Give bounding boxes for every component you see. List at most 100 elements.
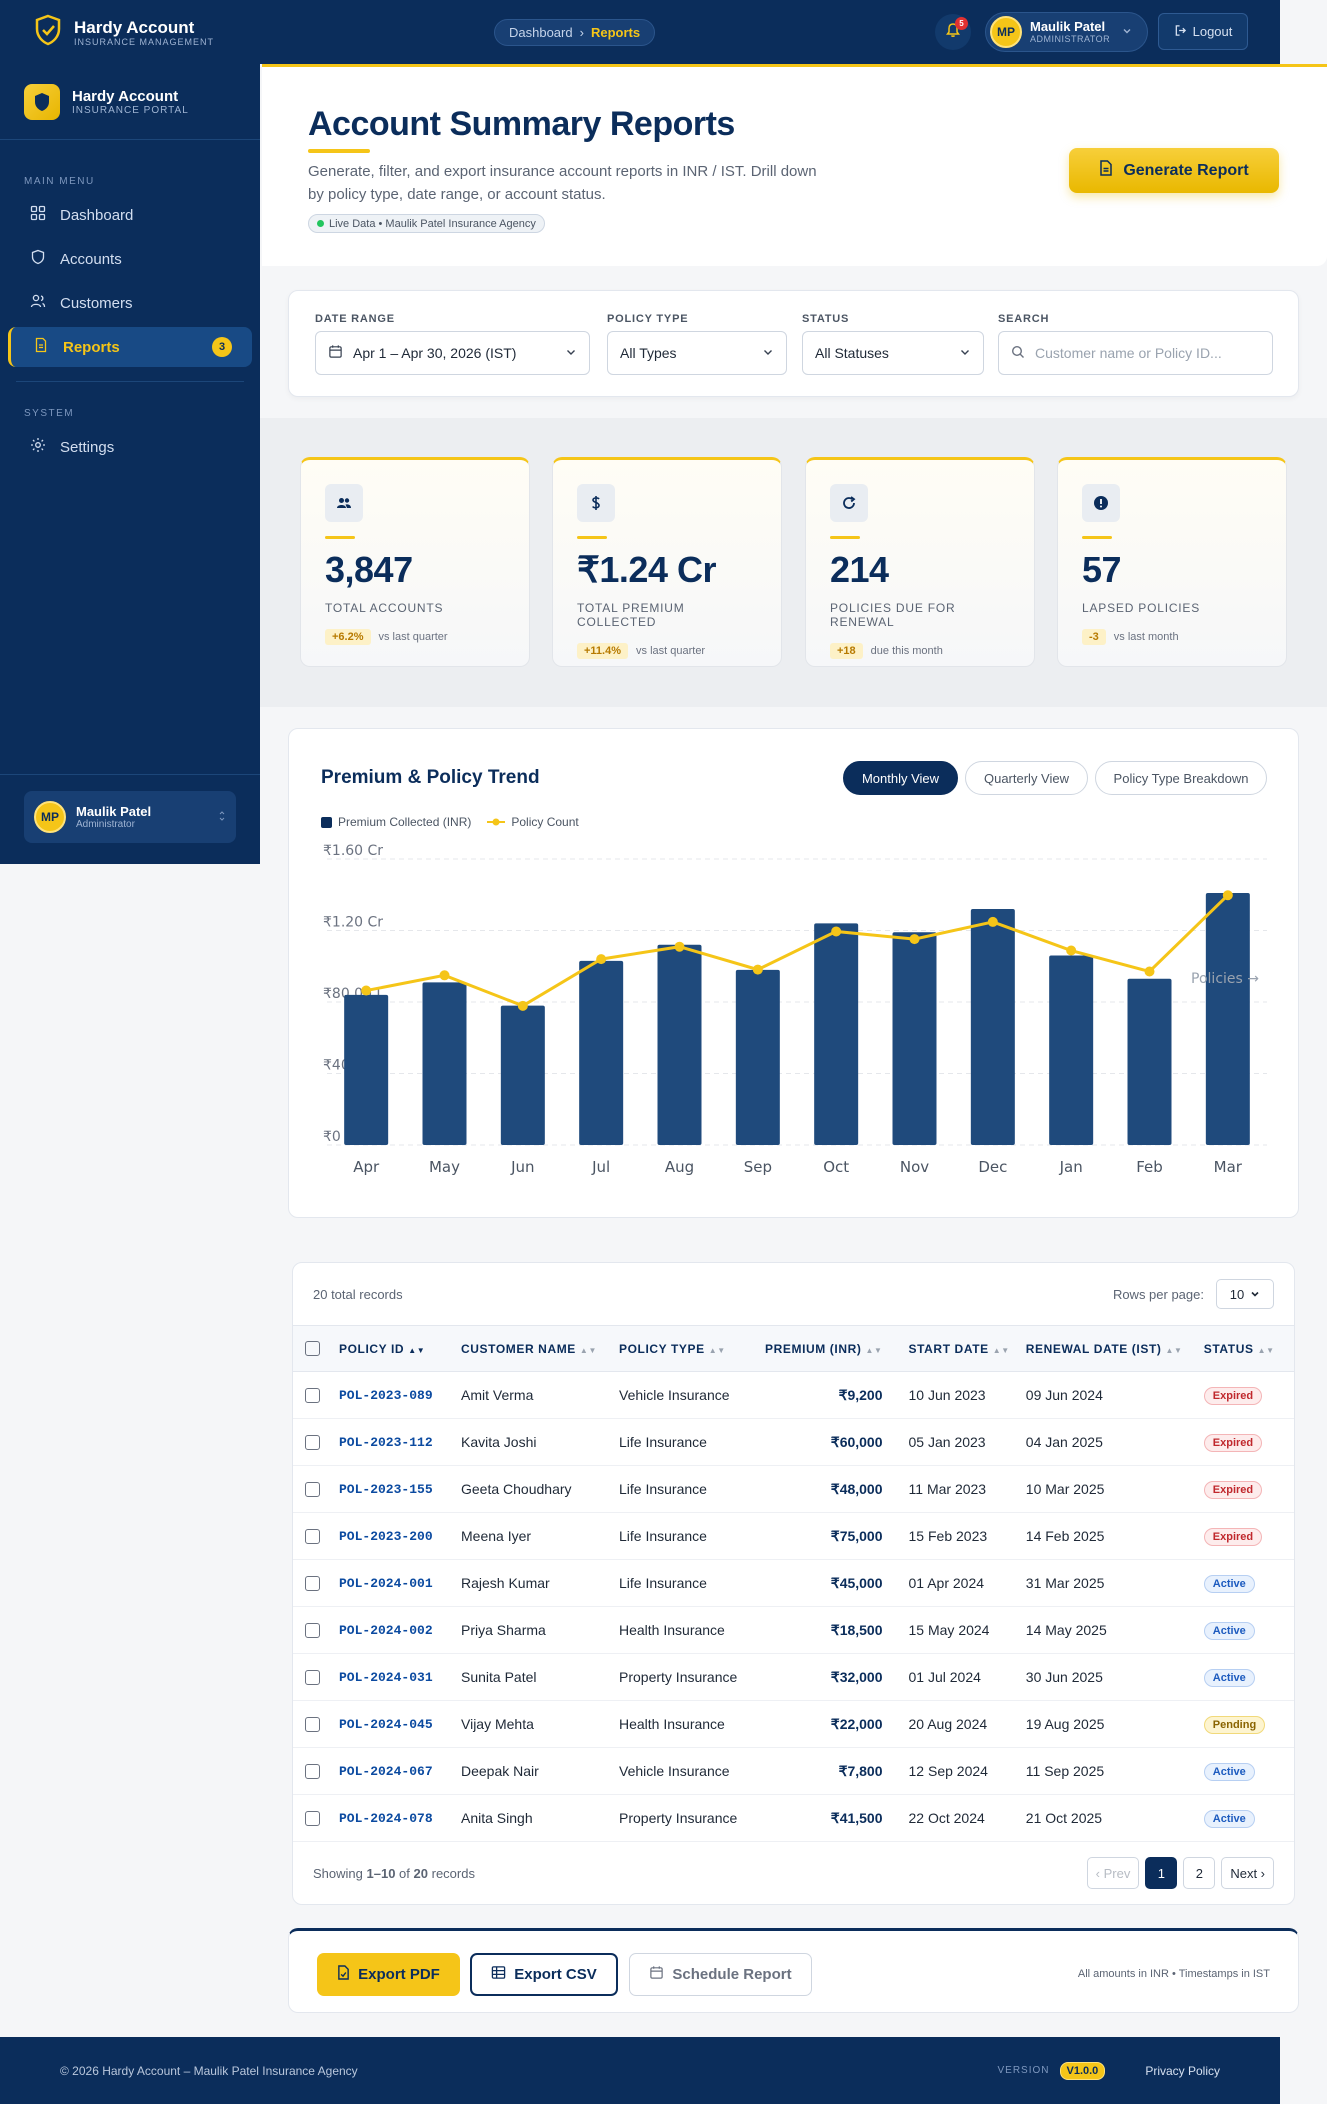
status-value: All Statuses [815,345,889,361]
policy-id-cell[interactable]: POL-2023-112 [331,1418,453,1466]
row-checkbox[interactable] [305,1811,320,1827]
export-pdf-button[interactable]: Export PDF [317,1953,460,1996]
header-renewal-date[interactable]: RENEWAL DATE (IST) ▲▼ [1018,1326,1196,1372]
sidebar-item-settings[interactable]: Settings [8,427,252,467]
date-range-label: DATE RANGE [315,313,395,325]
sidebar-item-customers[interactable]: Customers [8,283,252,323]
header-status[interactable]: STATUS ▲▼ [1196,1326,1294,1372]
policy-id-cell[interactable]: POL-2024-067 [331,1747,453,1795]
policy-id-cell[interactable]: POL-2024-031 [331,1653,453,1701]
row-checkbox[interactable] [305,1482,320,1498]
header-policy-id[interactable]: POLICY ID ▲▼ [331,1326,453,1372]
customer-name-cell: Amit Verma [453,1371,611,1419]
header-label: CUSTOMER NAME [461,1341,576,1356]
header-premium[interactable]: PREMIUM (INR) ▲▼ [757,1326,891,1372]
table-row[interactable]: POL-2023-155 Geeta Choudhary Life Insuranc… [293,1465,1294,1513]
quarterly-view-button[interactable]: Quarterly View [965,761,1088,795]
row-checkbox[interactable] [305,1764,320,1780]
row-checkbox[interactable] [305,1576,320,1592]
shield-check-icon [34,14,62,51]
export-csv-button[interactable]: Export CSV [470,1953,618,1996]
next-page-button[interactable]: Next › [1221,1857,1274,1889]
notifications-button[interactable]: 5 [935,14,971,50]
table-row[interactable]: POL-2024-001 Rajesh Kumar Life Insurance ₹4… [293,1559,1294,1607]
policy-id-cell[interactable]: POL-2024-002 [331,1606,453,1654]
header-start-date[interactable]: START DATE ▲▼ [891,1326,1018,1372]
x-tick-label: Jul [591,1158,610,1176]
start-date-cell: 20 Aug 2024 [890,1700,1018,1748]
generate-report-button[interactable]: Generate Report [1069,148,1279,193]
policy-id-cell[interactable]: POL-2023-200 [331,1512,453,1560]
policy-type-breakdown-button[interactable]: Policy Type Breakdown [1095,761,1267,795]
renewal-date-cell: 21 Oct 2025 [1017,1794,1196,1842]
document-icon [1099,160,1113,181]
status-cell: Expired [1195,1371,1294,1419]
rows-per-page-select[interactable]: 10 [1216,1279,1274,1309]
policy-count-line [365,894,1229,1008]
search-input[interactable]: Customer name or Policy ID... [998,331,1273,375]
privacy-policy-link[interactable]: Privacy Policy [1145,2063,1220,2078]
table-row[interactable]: POL-2023-112 Kavita Joshi Life Insurance ₹6… [293,1418,1294,1466]
title-underline [308,149,370,153]
legend-premium[interactable]: Premium Collected (INR) [321,815,471,829]
policy-id-cell[interactable]: POL-2024-045 [331,1700,453,1748]
sidebar-user-card[interactable]: MP Maulik Patel Administrator [24,791,236,843]
policy-type-cell: Property Insurance [611,1794,757,1842]
table-row[interactable]: POL-2024-002 Priya Sharma Health Insurance… [293,1606,1294,1654]
header-label: START DATE [908,1341,989,1356]
brand[interactable]: Hardy Account INSURANCE MANAGEMENT [34,14,214,51]
chevron-down-icon [959,345,971,361]
select-all-checkbox[interactable] [305,1341,320,1357]
legend-policy-count[interactable]: Policy Count [487,815,579,829]
stat-label: TOTAL ACCOUNTS [325,601,444,615]
start-date-cell: 11 Mar 2023 [890,1465,1018,1513]
sidebar-user-name: Maulik Patel [76,804,152,819]
prev-page-button[interactable]: ‹ Prev [1086,1857,1140,1889]
monthly-view-button[interactable]: Monthly View [843,761,958,795]
schedule-report-button[interactable]: Schedule Report [629,1953,812,1996]
status-select[interactable]: All Statuses [802,331,984,375]
status-cell: Active [1195,1653,1294,1701]
sidebar-item-accounts[interactable]: Accounts [8,239,252,279]
sidebar-item-reports[interactable]: Reports 3 [8,327,252,367]
logout-button[interactable]: Logout [1158,13,1248,50]
policy-id-cell[interactable]: POL-2024-078 [331,1794,453,1842]
table-body: POL-2023-089 Amit Verma Vehicle Insurance ₹… [293,1371,1294,1842]
policy-id-cell[interactable]: POL-2023-089 [331,1371,453,1419]
stat-card-lapsed: 57 LAPSED POLICIES -3 vs last month [1057,457,1287,667]
shield-logo-icon [24,83,60,120]
header-customer-name[interactable]: CUSTOMER NAME ▲▼ [453,1326,611,1372]
table-row[interactable]: POL-2024-078 Anita Singh Property Insuranc… [293,1794,1294,1842]
row-select-cell [293,1700,331,1748]
breadcrumb-dashboard[interactable]: Dashboard [509,25,573,40]
table-row[interactable]: POL-2023-200 Meena Iyer Life Insurance ₹75,… [293,1512,1294,1560]
row-checkbox[interactable] [305,1717,320,1733]
sidebar-item-dashboard[interactable]: Dashboard [8,195,252,235]
row-checkbox[interactable] [305,1623,320,1639]
table-row[interactable]: POL-2024-067 Deepak Nair Vehicle Insurance… [293,1747,1294,1795]
policy-id-cell[interactable]: POL-2024-001 [331,1559,453,1607]
policy-count-point [596,954,607,965]
renewal-date-cell: 04 Jan 2025 [1017,1418,1196,1466]
customer-name-cell: Meena Iyer [453,1512,611,1560]
row-checkbox[interactable] [305,1670,320,1686]
table-row[interactable]: POL-2023-089 Amit Verma Vehicle Insurance ₹… [293,1371,1294,1419]
header-policy-type[interactable]: POLICY TYPE ▲▼ [611,1326,757,1372]
user-menu[interactable]: MP Maulik Patel ADMINISTRATOR [985,12,1148,52]
table-row[interactable]: POL-2024-031 Sunita Patel Property Insuran… [293,1653,1294,1701]
date-range-select[interactable]: Apr 1 – Apr 30, 2026 (IST) [315,331,590,375]
search-placeholder: Customer name or Policy ID... [1035,345,1222,361]
page-2-button[interactable]: 2 [1183,1857,1216,1889]
policy-id-cell[interactable]: POL-2023-155 [331,1465,453,1513]
row-checkbox[interactable] [305,1435,320,1451]
policy-type-cell: Health Insurance [611,1606,757,1654]
table-row[interactable]: POL-2024-045 Vijay Mehta Health Insurance ₹… [293,1700,1294,1748]
row-checkbox[interactable] [305,1388,320,1404]
policy-type-select[interactable]: All Types [607,331,787,375]
stat-note: vs last quarter [636,645,706,657]
bar [735,969,780,1145]
page-description: Generate, filter, and export insurance a… [308,163,817,203]
page-1-button[interactable]: 1 [1145,1857,1178,1889]
x-tick-label: Aug [665,1158,694,1176]
row-checkbox[interactable] [305,1529,320,1545]
